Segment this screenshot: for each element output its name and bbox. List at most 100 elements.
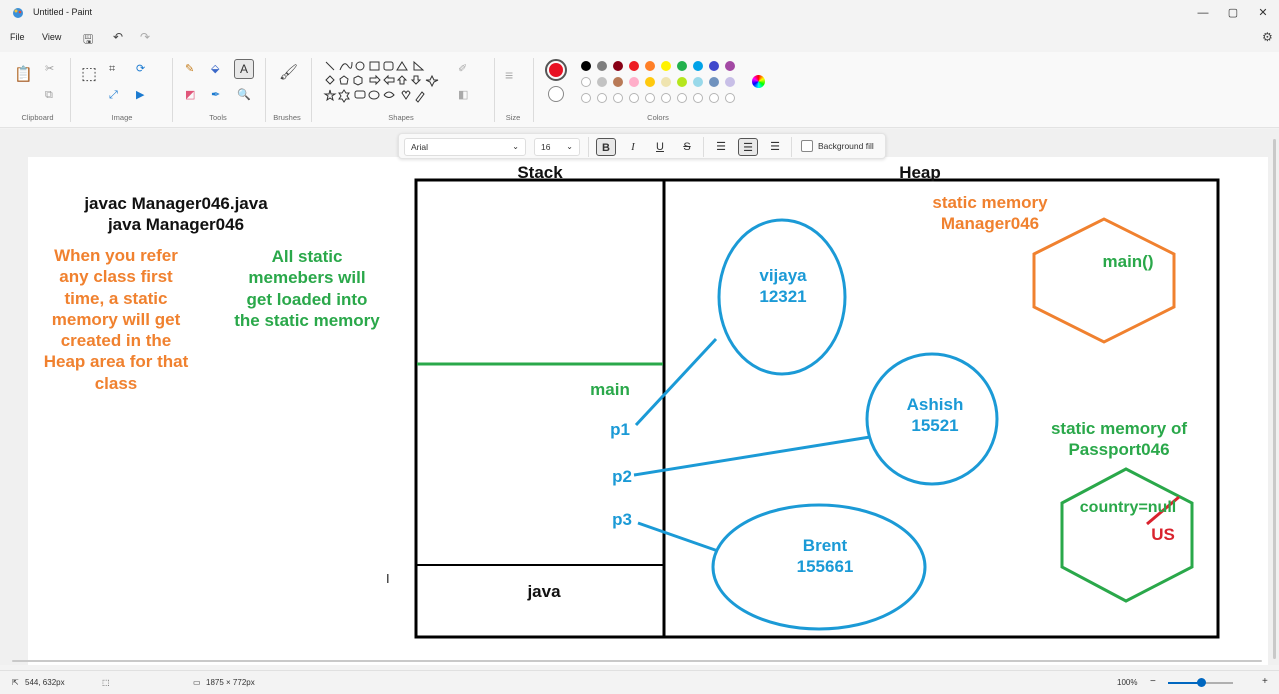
close-button[interactable]: ✕ xyxy=(1258,7,1268,19)
color-swatch[interactable] xyxy=(597,61,607,71)
background-fill-checkbox[interactable] xyxy=(801,140,813,152)
orange-note-line: class xyxy=(94,373,138,393)
align-left-icon[interactable]: ☰ xyxy=(716,141,726,153)
color-swatch[interactable] xyxy=(581,93,591,103)
canvas-drawing xyxy=(414,178,1220,639)
font-family-value: Arial xyxy=(411,142,429,152)
color-swatch[interactable] xyxy=(645,61,655,71)
zoom-in-button[interactable]: + xyxy=(1262,676,1268,687)
outline-icon[interactable]: ✐ xyxy=(458,63,468,75)
zoom-level[interactable]: 100% xyxy=(1117,678,1138,687)
color-swatch[interactable] xyxy=(613,77,623,87)
color-swatch[interactable] xyxy=(693,77,703,87)
drawing-canvas[interactable]: javac Manager046.java java Manager046 Wh… xyxy=(28,157,1268,665)
color-swatch[interactable] xyxy=(677,93,687,103)
command-java: java Manager046 xyxy=(107,215,245,234)
color-swatch[interactable] xyxy=(693,93,703,103)
rotate-icon[interactable]: ⟳ xyxy=(136,63,146,75)
italic-button[interactable]: I xyxy=(631,141,635,153)
menu-view[interactable]: View xyxy=(42,32,62,42)
color-swatch[interactable] xyxy=(677,77,687,87)
window-title: Untitled - Paint xyxy=(33,7,93,17)
status-bar: ⇱ 544, 632px ⬚ ▭ 1875 × 772px 100% − + xyxy=(0,670,1279,694)
color-swatch[interactable] xyxy=(645,77,655,87)
save-icon[interactable]: 🖫 xyxy=(83,32,94,46)
green-note: All static memebers will get loaded into… xyxy=(222,246,392,331)
color-swatch[interactable] xyxy=(661,77,671,87)
color-swatch[interactable] xyxy=(661,61,671,71)
horizontal-scrollbar[interactable] xyxy=(12,660,1262,662)
redo-icon[interactable]: ↷ xyxy=(140,30,151,44)
color-swatch[interactable] xyxy=(709,77,719,87)
size-icon[interactable]: ≡ xyxy=(505,67,514,83)
orange-note-line: memory will get xyxy=(51,309,181,329)
ref-p2: p2 xyxy=(612,467,632,486)
color-swatch[interactable] xyxy=(693,61,703,71)
color-swatch[interactable] xyxy=(597,93,607,103)
crop-icon[interactable]: ⌗ xyxy=(109,63,116,75)
color-swatch[interactable] xyxy=(581,61,591,71)
secondary-color[interactable] xyxy=(548,86,564,102)
eraser-icon[interactable]: ◩ xyxy=(185,89,196,101)
font-size-select[interactable]: 16 ⌄ xyxy=(534,138,580,156)
color-swatch[interactable] xyxy=(629,77,639,87)
chevron-down-icon: ⌄ xyxy=(566,142,573,151)
color-swatch[interactable] xyxy=(661,93,671,103)
font-family-select[interactable]: Arial ⌄ xyxy=(404,138,526,156)
minimize-button[interactable]: — xyxy=(1197,7,1209,19)
resize-icon[interactable]: ⤢ xyxy=(109,89,118,101)
java-frame-label: java xyxy=(527,582,561,601)
maximize-button[interactable]: ▢ xyxy=(1227,7,1239,19)
group-label-clipboard: Clipboard xyxy=(21,113,54,122)
color-swatch[interactable] xyxy=(645,93,655,103)
color-swatch[interactable] xyxy=(677,61,687,71)
group-label-tools: Tools xyxy=(209,113,227,122)
text-tool-icon[interactable]: A xyxy=(234,59,254,79)
align-center-icon[interactable]: ☰ xyxy=(738,138,758,156)
color-swatch[interactable] xyxy=(709,61,719,71)
primary-color[interactable] xyxy=(545,59,567,81)
color-swatch[interactable] xyxy=(629,93,639,103)
color-swatch[interactable] xyxy=(613,93,623,103)
flip-icon[interactable]: ▶ xyxy=(136,89,145,101)
color-swatch[interactable] xyxy=(629,61,639,71)
fill-icon[interactable]: ⬙ xyxy=(211,63,220,75)
orange-note-line: time, a static xyxy=(64,288,168,308)
paste-icon[interactable]: 📋 xyxy=(14,66,33,83)
select-icon[interactable]: ⬚ xyxy=(81,64,98,83)
brush-icon[interactable]: 🖌 xyxy=(279,64,299,81)
strikethrough-button[interactable]: S xyxy=(683,141,691,153)
settings-icon[interactable]: ⚙ xyxy=(1262,30,1273,44)
zoom-slider-thumb[interactable] xyxy=(1197,678,1206,687)
color-swatch[interactable] xyxy=(581,77,591,87)
color-swatch[interactable] xyxy=(709,93,719,103)
vertical-scrollbar[interactable] xyxy=(1273,139,1276,659)
ribbon-separator xyxy=(265,58,266,122)
magnifier-icon[interactable]: 🔍 xyxy=(237,89,251,101)
underline-button[interactable]: U xyxy=(656,141,664,153)
menu-file[interactable]: File xyxy=(10,32,25,42)
color-swatch[interactable] xyxy=(597,77,607,87)
shape-fill-icon[interactable]: ◧ xyxy=(458,89,469,101)
undo-icon[interactable]: ↶ xyxy=(113,30,124,44)
workspace: javac Manager046.java java Manager046 Wh… xyxy=(0,129,1279,665)
color-swatch[interactable] xyxy=(725,77,735,87)
color-swatch[interactable] xyxy=(613,61,623,71)
color-picker-icon[interactable]: ✒ xyxy=(211,89,221,101)
edit-colors-icon[interactable] xyxy=(752,75,765,88)
shapes-gallery[interactable] xyxy=(322,60,444,106)
pencil-icon[interactable]: ✎ xyxy=(185,63,195,75)
object-name: vijaya xyxy=(759,266,807,285)
color-swatch[interactable] xyxy=(725,93,735,103)
bold-button[interactable]: B xyxy=(596,138,616,156)
group-label-colors: Colors xyxy=(647,113,669,122)
copy-icon[interactable]: ⧉ xyxy=(45,89,53,101)
stack-label: Stack xyxy=(517,163,563,182)
main-frame-label: main xyxy=(590,380,630,399)
zoom-out-button[interactable]: − xyxy=(1150,676,1156,687)
p2-reference-line xyxy=(633,435,871,477)
align-right-icon[interactable]: ☰ xyxy=(770,141,780,153)
cut-icon[interactable]: ✂ xyxy=(45,63,55,75)
object-brent-circle xyxy=(711,503,927,631)
color-swatch[interactable] xyxy=(725,61,735,71)
